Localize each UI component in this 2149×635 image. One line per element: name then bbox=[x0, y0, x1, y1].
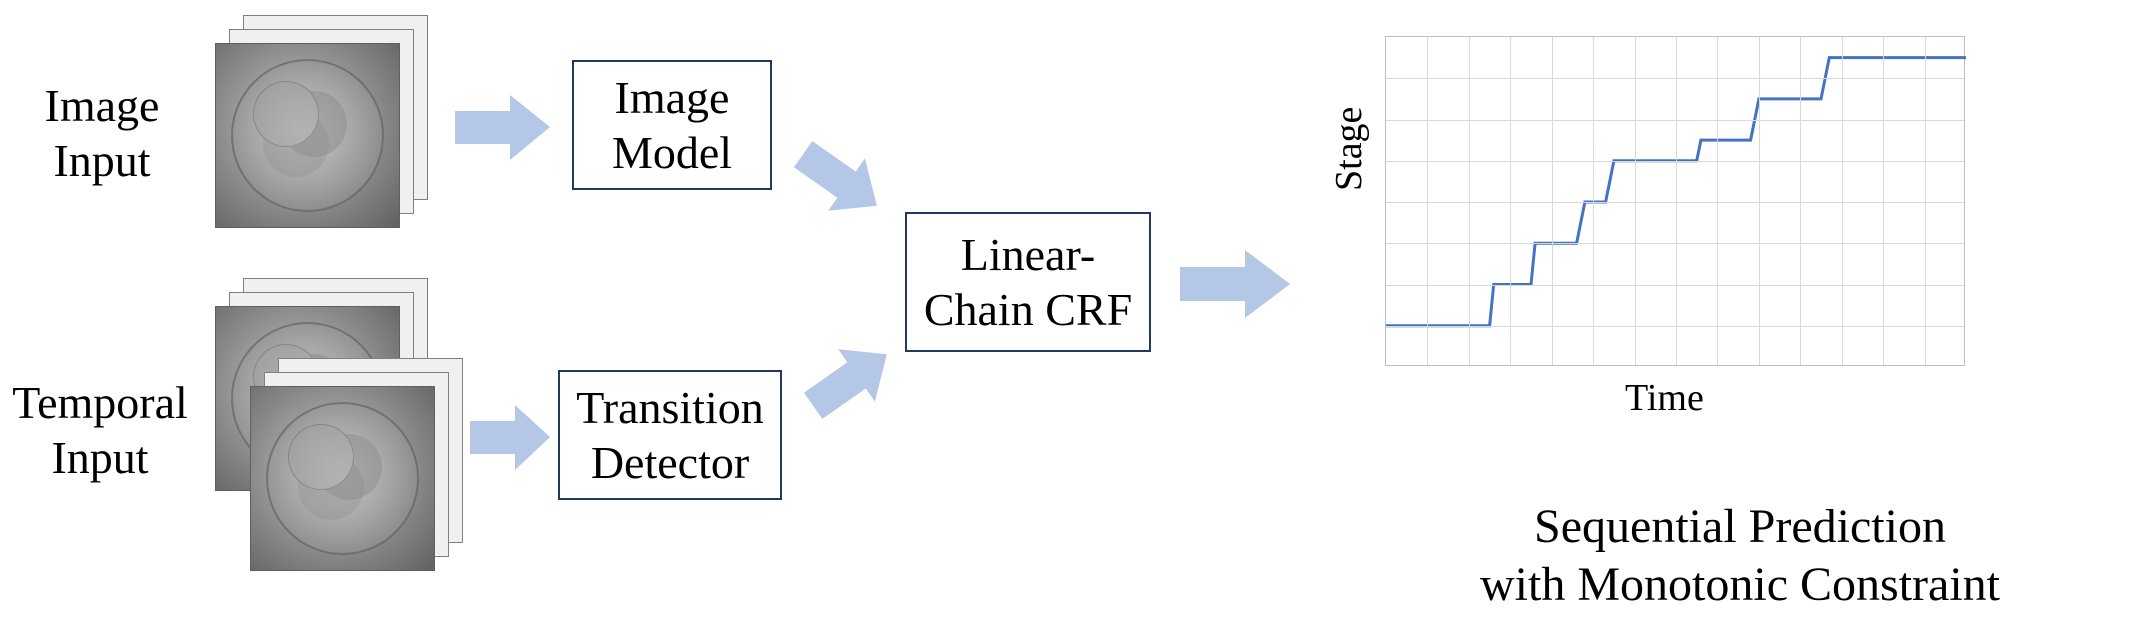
grid-line bbox=[1510, 37, 1511, 365]
arrow-icon bbox=[800, 330, 900, 430]
arrow-icon bbox=[455, 95, 550, 160]
arrow-icon bbox=[470, 405, 550, 470]
image-input-stack bbox=[215, 15, 445, 245]
label-text: TemporalInput bbox=[12, 377, 188, 483]
grid-line bbox=[1593, 37, 1594, 365]
label-text: ImageInput bbox=[45, 80, 160, 186]
embryo-image-icon bbox=[215, 43, 400, 228]
temporal-input-stack-b bbox=[250, 358, 480, 588]
linear-chain-crf-box: Linear-Chain CRF bbox=[905, 212, 1151, 352]
image-model-box: ImageModel bbox=[572, 60, 772, 190]
box-label: ImageModel bbox=[612, 70, 732, 180]
grid-line bbox=[1469, 37, 1470, 365]
grid-line bbox=[1717, 37, 1718, 365]
arrow-icon bbox=[790, 130, 890, 230]
grid-line bbox=[1759, 37, 1760, 365]
grid-line bbox=[1552, 37, 1553, 365]
arrow-icon bbox=[1180, 250, 1290, 318]
grid-line bbox=[1635, 37, 1636, 365]
box-label: TransitionDetector bbox=[576, 380, 763, 490]
grid-line bbox=[1386, 243, 1964, 244]
chart-grid bbox=[1385, 36, 1965, 366]
y-axis-label: Stage bbox=[1327, 107, 1371, 191]
box-label: Linear-Chain CRF bbox=[924, 227, 1132, 337]
temporal-input-label: TemporalInput bbox=[0, 375, 200, 485]
caption-text: Sequential Predictionwith Monotonic Cons… bbox=[1480, 500, 2000, 611]
grid-line bbox=[1386, 326, 1964, 327]
grid-line bbox=[1427, 37, 1428, 365]
image-input-label: ImageInput bbox=[22, 78, 182, 188]
grid-line bbox=[1842, 37, 1843, 365]
grid-line bbox=[1386, 202, 1964, 203]
axis-text: Time bbox=[1625, 377, 1704, 419]
grid-line bbox=[1386, 161, 1964, 162]
axis-text: Stage bbox=[1328, 107, 1370, 191]
grid-line bbox=[1386, 285, 1964, 286]
grid-line bbox=[1925, 37, 1926, 365]
grid-line bbox=[1883, 37, 1884, 365]
grid-line bbox=[1386, 120, 1964, 121]
grid-line bbox=[1676, 37, 1677, 365]
grid-line bbox=[1800, 37, 1801, 365]
grid-line bbox=[1386, 78, 1964, 79]
output-caption: Sequential Predictionwith Monotonic Cons… bbox=[1330, 498, 2149, 613]
transition-detector-box: TransitionDetector bbox=[558, 370, 782, 500]
output-chart: Stage Time bbox=[1345, 36, 1985, 426]
embryo-image-icon bbox=[250, 386, 435, 571]
x-axis-label: Time bbox=[1625, 376, 1704, 420]
